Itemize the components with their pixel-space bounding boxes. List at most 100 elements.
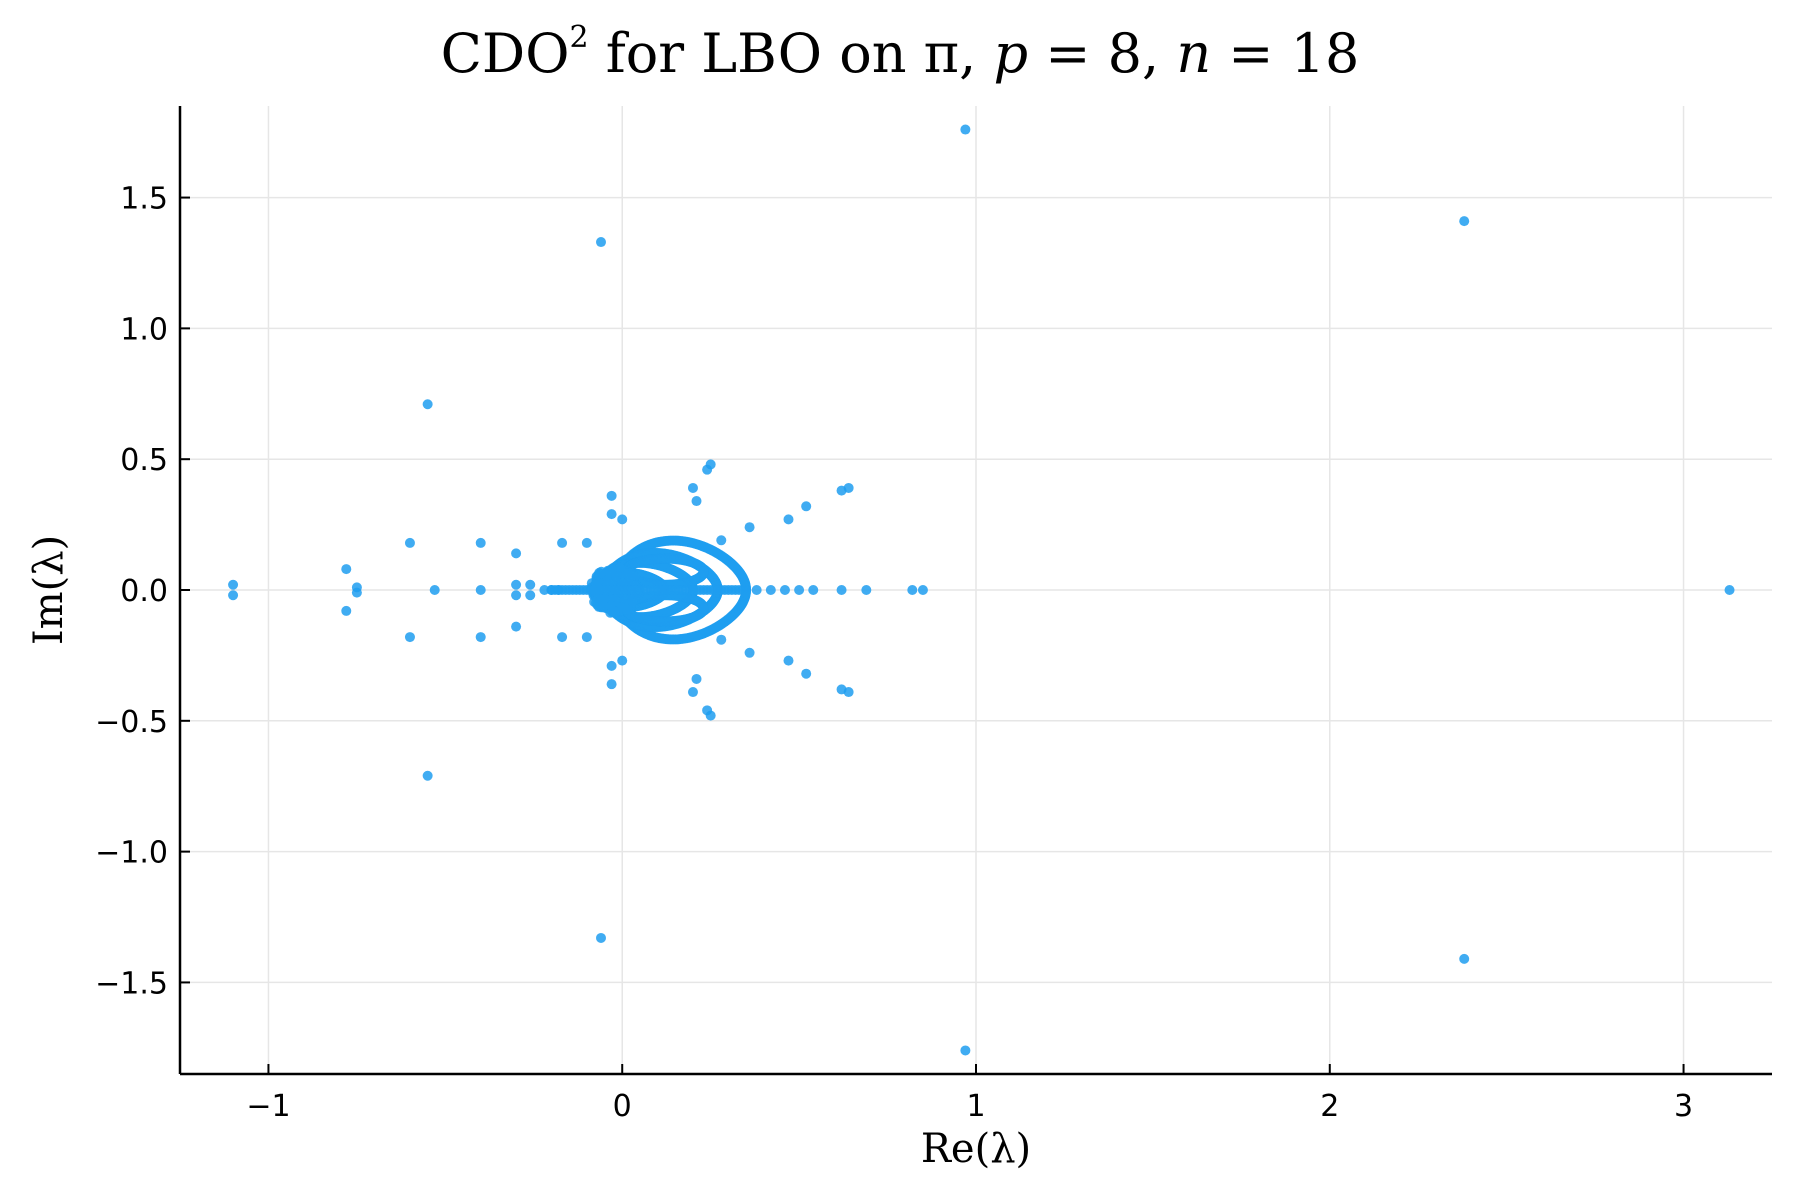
data-point <box>744 522 755 533</box>
data-point <box>687 687 698 698</box>
data-point <box>836 585 847 595</box>
data-point <box>422 770 433 781</box>
data-point <box>808 585 819 595</box>
x-tick-label: 2 <box>1320 1089 1339 1124</box>
y-tick-label: 0.0 <box>120 574 168 609</box>
data-point <box>341 605 352 616</box>
data-point <box>511 548 522 559</box>
cluster-point <box>591 597 602 608</box>
cluster-point <box>698 603 709 614</box>
data-point <box>794 585 805 595</box>
cluster-point <box>622 604 633 615</box>
cluster-point <box>609 606 620 617</box>
data-point <box>511 621 522 632</box>
cluster-point <box>698 566 709 577</box>
data-point <box>960 124 971 135</box>
cluster-point <box>598 600 609 611</box>
data-point <box>1724 585 1735 595</box>
data-point <box>606 679 617 690</box>
tick-labels: −1 0 1 2 3 −1.5 −1.0 −0.5 0.0 0.5 1.0 1.5 <box>95 182 1693 1124</box>
data-point <box>581 537 592 548</box>
data-point <box>511 590 522 601</box>
data-point <box>843 482 854 493</box>
cluster-point <box>737 585 748 595</box>
data-point <box>475 632 486 643</box>
title-eq-p: = 8, <box>1028 22 1177 85</box>
data-point <box>475 537 486 548</box>
data-point <box>511 579 522 590</box>
data-point <box>525 590 536 601</box>
title-superscript: 2 <box>569 20 589 55</box>
y-tick-label: 1.0 <box>120 312 168 347</box>
y-axis-label: Im(λ) <box>26 535 72 645</box>
data-point <box>351 587 362 598</box>
x-axis-label: Re(λ) <box>921 1126 1031 1172</box>
cluster-point <box>595 568 606 579</box>
x-tick-label: −1 <box>246 1089 290 1124</box>
data-point <box>861 585 872 595</box>
grid <box>180 106 1772 1074</box>
data-point <box>539 585 550 595</box>
data-point <box>783 514 794 525</box>
data-point <box>228 579 239 590</box>
y-tick-label: −0.5 <box>95 705 168 740</box>
data-point <box>705 459 716 470</box>
data-point <box>779 585 790 595</box>
chart-title: CDO2 for LBO on π, p = 8, n = 18 <box>0 20 1800 85</box>
data-point <box>595 237 606 248</box>
data-point <box>228 590 239 601</box>
data-point <box>606 509 617 520</box>
data-point <box>475 585 486 595</box>
data-point <box>1459 216 1470 227</box>
data-point <box>843 687 854 698</box>
cluster-point <box>625 570 636 581</box>
data-point <box>606 660 617 671</box>
data-point <box>546 585 557 595</box>
title-var-p: p <box>993 22 1029 85</box>
y-tick-label: 0.5 <box>120 443 168 478</box>
data-point <box>595 932 606 943</box>
cluster-point <box>615 562 626 573</box>
data-point <box>801 668 812 679</box>
data-point <box>765 585 776 595</box>
data-point <box>716 535 727 546</box>
data-point <box>525 579 536 590</box>
data-point <box>783 655 794 666</box>
cluster-point <box>607 565 618 576</box>
title-middle: for LBO on π, <box>588 22 994 85</box>
x-tick-label: 0 <box>613 1089 632 1124</box>
data-point <box>557 632 568 643</box>
data-point <box>907 585 918 595</box>
data-point <box>581 632 592 643</box>
title-var-n: n <box>1176 22 1212 85</box>
data-point <box>606 490 617 501</box>
x-tick-label: 3 <box>1674 1089 1693 1124</box>
data-point <box>691 673 702 684</box>
y-tick-label: −1.0 <box>95 836 168 871</box>
axes <box>178 106 1772 1076</box>
data-point <box>429 585 440 595</box>
data-point <box>687 482 698 493</box>
data-point <box>422 399 433 410</box>
data-point <box>341 564 352 575</box>
y-tick-label: 1.5 <box>120 182 168 217</box>
data-point <box>751 585 762 595</box>
data-point <box>404 537 415 548</box>
data-point <box>617 514 628 525</box>
data-point <box>617 655 628 666</box>
data-point <box>557 537 568 548</box>
title-eq-n: = 18 <box>1211 22 1360 85</box>
data-point <box>705 710 716 721</box>
data-point <box>744 647 755 658</box>
title-prefix: CDO <box>440 22 570 85</box>
data-point <box>716 634 727 645</box>
data-point <box>691 496 702 507</box>
x-tick-label: 1 <box>966 1089 985 1124</box>
data-point <box>553 585 564 595</box>
data-point <box>801 501 812 512</box>
data-point <box>917 585 928 595</box>
y-tick-label: −1.5 <box>95 966 168 1001</box>
data-points <box>228 124 1735 1056</box>
data-point <box>404 632 415 643</box>
